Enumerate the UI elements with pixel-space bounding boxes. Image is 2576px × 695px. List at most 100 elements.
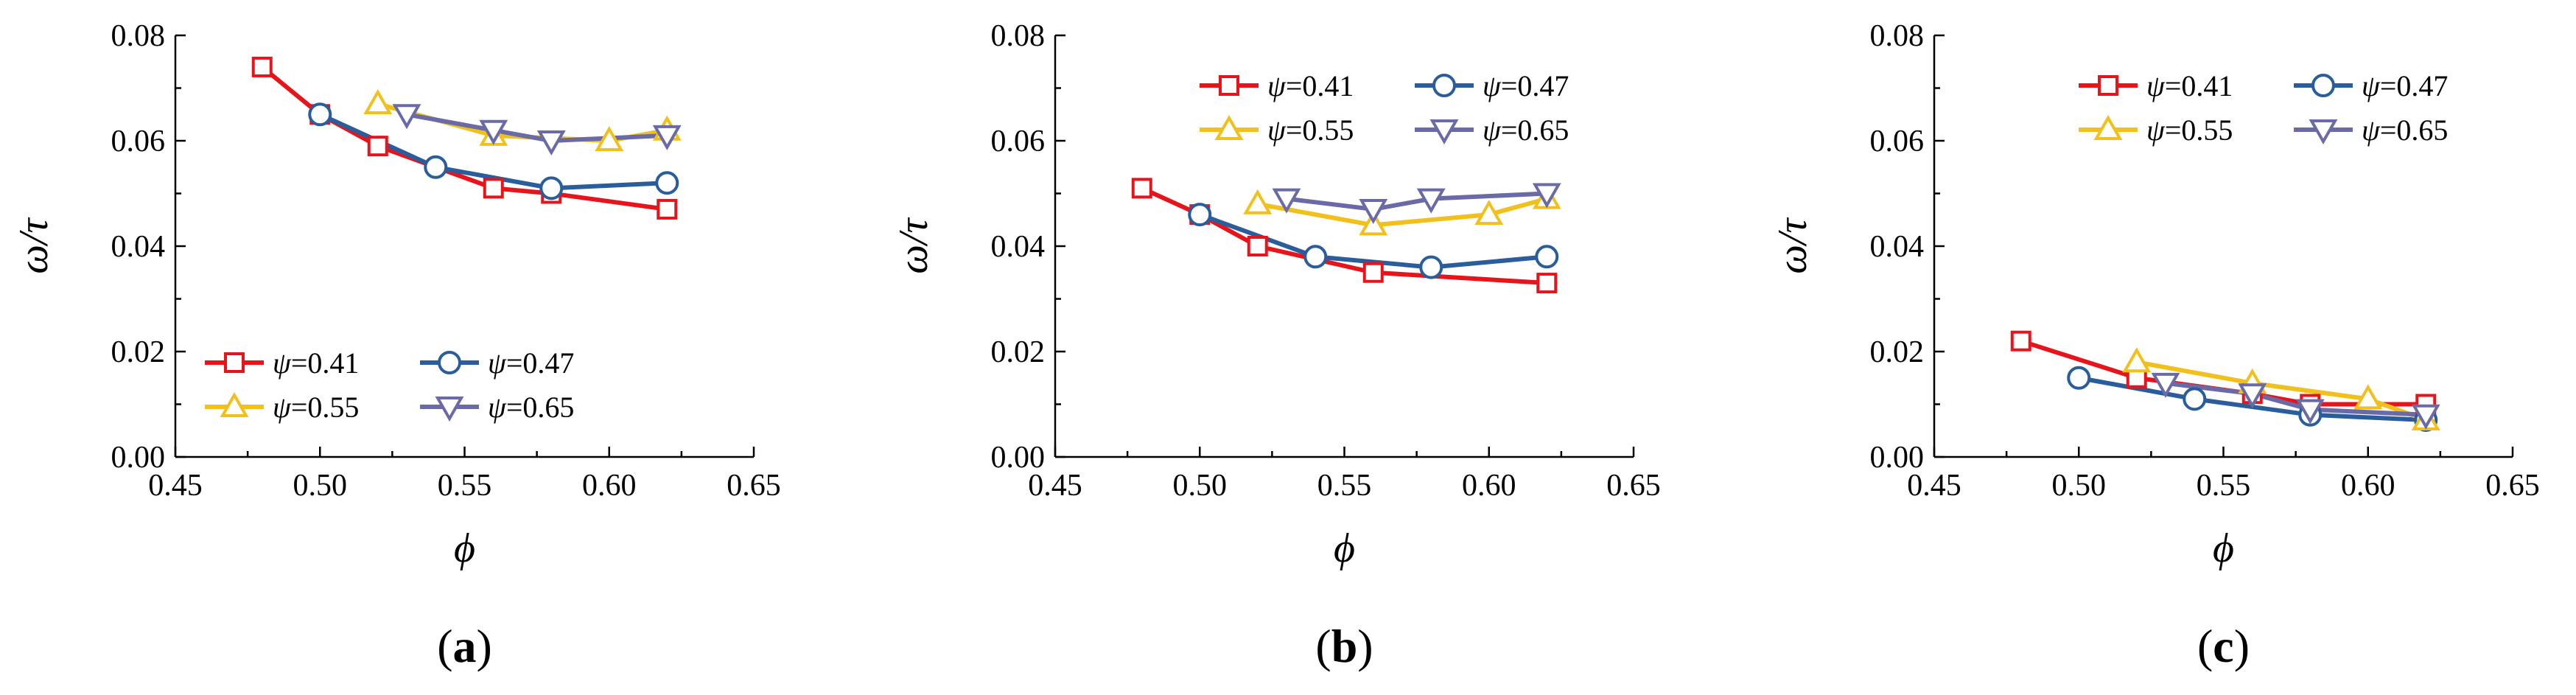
legend-marker — [1429, 119, 1459, 145]
panel-label: (a) — [437, 620, 492, 672]
y-axis-label: ω/τ — [1770, 217, 1816, 273]
series-line — [1199, 212, 1547, 270]
legend: ψ=0.41 ψ=0.47 ψ=0.55 ψ=0.65 — [205, 346, 574, 424]
legend: ψ=0.41 ψ=0.47 ψ=0.55 ψ=0.65 — [2079, 69, 2448, 147]
data-point — [2411, 404, 2440, 430]
panel-b: 0.00 0.02 0.04 0.06 0.08 0.45 0.50 0.55 0.60 0.65… — [891, 19, 1661, 672]
series-line — [406, 112, 668, 143]
data-point — [367, 136, 388, 157]
data-point — [536, 130, 566, 156]
y-tick-label: 0.00 — [111, 441, 166, 475]
legend-label: ψ=0.65 — [488, 391, 574, 424]
y-tick-label: 0.04 — [991, 230, 1046, 264]
x-tick-label: 0.45 — [148, 469, 203, 503]
data-point — [1362, 262, 1384, 283]
data-point — [2067, 366, 2091, 390]
data-point — [479, 119, 508, 145]
data-point — [2010, 330, 2031, 352]
data-point — [1419, 255, 1443, 279]
data-point — [1359, 198, 1388, 224]
data-point — [2353, 384, 2383, 410]
legend-marker — [2311, 74, 2335, 97]
legend: ψ=0.41 ψ=0.47 ψ=0.55 ψ=0.65 — [1200, 69, 1569, 147]
x-tick-label: 0.60 — [1462, 469, 1516, 503]
y-tick-label: 0.08 — [111, 19, 166, 53]
data-point — [1131, 178, 1152, 199]
x-tick-label: 0.60 — [582, 469, 637, 503]
x-tick-label: 0.50 — [2052, 469, 2107, 503]
legend-label: ψ=0.55 — [2146, 113, 2233, 147]
series-line — [2165, 380, 2426, 417]
y-tick-label: 0.08 — [1870, 19, 1925, 53]
x-tick-label: 0.65 — [1606, 469, 1661, 503]
series-line — [1286, 191, 1547, 212]
data-point — [2183, 387, 2207, 411]
y-tick-label: 0.04 — [111, 230, 166, 264]
y-tick-label: 0.06 — [1870, 125, 1925, 158]
y-tick-label: 0.02 — [1870, 335, 1925, 369]
data-point — [1188, 203, 1212, 227]
x-axis-label: ϕ — [2213, 525, 2234, 571]
legend-marker — [2093, 114, 2123, 140]
series-line — [1257, 196, 1548, 228]
legend-marker — [1219, 75, 1239, 96]
data-point — [392, 104, 421, 130]
data-point — [1243, 189, 1273, 214]
x-tick-label: 0.65 — [2485, 469, 2540, 503]
data-point — [308, 102, 332, 127]
x-tick-label: 0.50 — [1173, 469, 1228, 503]
x-tick-label: 0.55 — [1317, 469, 1372, 503]
panel-label: (c) — [2197, 620, 2250, 672]
y-tick-label: 0.02 — [111, 335, 166, 369]
y-tick-label: 0.08 — [991, 19, 1046, 53]
legend-label: ψ=0.41 — [273, 346, 359, 380]
x-axis-label: ϕ — [1334, 525, 1355, 571]
data-point — [1303, 245, 1328, 269]
x-tick-label: 0.60 — [2341, 469, 2395, 503]
legend-label: ψ=0.55 — [273, 391, 359, 424]
panel-label: (b) — [1315, 620, 1373, 672]
y-tick-label: 0.04 — [1870, 230, 1925, 264]
data-point — [1416, 188, 1446, 214]
x-tick-label: 0.45 — [1028, 469, 1082, 503]
panel-a: 0.00 0.02 0.04 0.06 0.08 0.45 0.50 0.55 0.60 0.65… — [11, 19, 781, 672]
data-point — [2295, 399, 2325, 425]
data-point — [1532, 183, 1561, 209]
y-tick-label: 0.06 — [111, 125, 166, 158]
data-point — [657, 198, 678, 220]
series-line — [2136, 360, 2427, 422]
legend-label: ψ=0.41 — [1267, 69, 1354, 102]
data-point — [1536, 273, 1558, 294]
legend-label: ψ=0.47 — [1483, 69, 1569, 102]
data-point — [595, 125, 624, 151]
data-point — [2151, 372, 2180, 398]
legend-marker — [1214, 114, 1244, 140]
y-tick-label: 0.02 — [991, 335, 1046, 369]
legend-label: ψ=0.41 — [2146, 69, 2233, 102]
legend-label: ψ=0.65 — [2362, 113, 2448, 147]
x-tick-label: 0.65 — [727, 469, 781, 503]
data-point — [1474, 200, 1504, 226]
legend-label: ψ=0.47 — [2362, 69, 2448, 102]
y-axis-label: ω/τ — [11, 217, 57, 273]
data-point — [251, 56, 273, 77]
data-point — [424, 155, 448, 179]
x-tick-label: 0.45 — [1907, 469, 1961, 503]
legend-marker — [1432, 74, 1456, 97]
data-point — [655, 171, 679, 195]
panel-c: 0.00 0.02 0.04 0.06 0.08 0.45 0.50 0.55 0.60 0.65… — [1770, 19, 2540, 672]
x-tick-label: 0.50 — [293, 469, 348, 503]
data-point — [1535, 245, 1559, 269]
legend-label: ψ=0.47 — [488, 346, 574, 380]
data-point — [1272, 188, 1301, 214]
legend-label: ψ=0.55 — [1267, 113, 1354, 147]
legend-marker — [2309, 119, 2338, 145]
data-point — [1247, 236, 1268, 256]
y-tick-label: 0.00 — [991, 441, 1046, 475]
data-point — [539, 176, 564, 200]
legend-label: ψ=0.65 — [1483, 113, 1569, 147]
legend-marker — [2098, 75, 2118, 96]
x-tick-label: 0.55 — [2197, 469, 2251, 503]
data-point — [2122, 347, 2152, 373]
